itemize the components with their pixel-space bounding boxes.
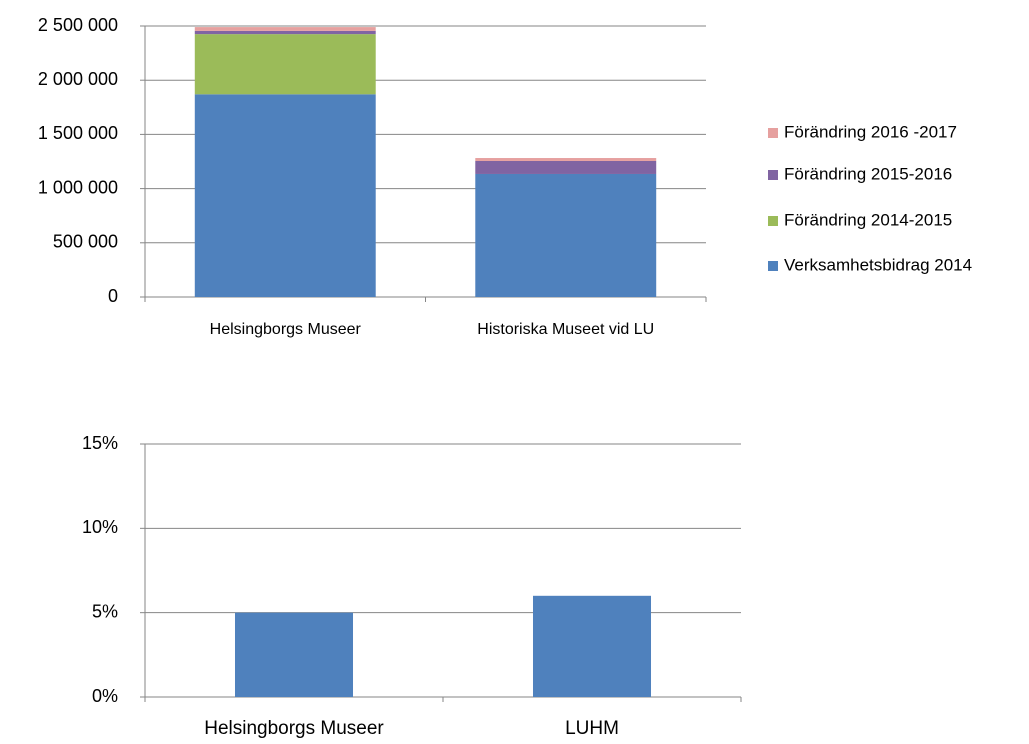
bar-segment — [194, 30, 376, 35]
legend-label: Förändring 2015-2016 — [784, 164, 952, 183]
bar-segment — [194, 34, 376, 95]
legend-label: Förändring 2016 -2017 — [784, 122, 957, 141]
y-tick-label: 0% — [92, 686, 118, 706]
bar-segment — [475, 173, 657, 297]
x-tick-label: Helsingborgs Museer — [210, 321, 362, 338]
y-tick-label: 2 000 000 — [38, 69, 118, 89]
legend-swatch — [768, 170, 778, 180]
bar-segment — [194, 94, 376, 298]
y-tick-label: 1 500 000 — [38, 123, 118, 143]
x-tick-label: Historiska Museet vid LU — [477, 321, 654, 338]
bar — [532, 595, 652, 697]
y-tick-label: 1 000 000 — [38, 177, 118, 197]
bar-segment — [194, 27, 376, 31]
y-tick-label: 10% — [82, 517, 118, 537]
bar-segment — [475, 160, 657, 174]
y-tick-label: 15% — [82, 433, 118, 453]
x-tick-label: Helsingborgs Museer — [204, 718, 384, 739]
legend-label: Förändring 2014-2015 — [784, 210, 952, 229]
y-tick-label: 2 500 000 — [38, 15, 118, 35]
y-tick-label: 5% — [92, 601, 118, 621]
legend-swatch — [768, 216, 778, 226]
x-tick-label: LUHM — [565, 718, 619, 739]
bar — [234, 612, 354, 697]
legend-swatch — [768, 128, 778, 138]
y-tick-label: 0 — [108, 286, 118, 306]
y-tick-label: 500 000 — [53, 232, 118, 252]
legend-swatch — [768, 261, 778, 271]
bar-segment — [475, 158, 657, 161]
legend-label: Verksamhetsbidrag 2014 — [784, 255, 972, 274]
